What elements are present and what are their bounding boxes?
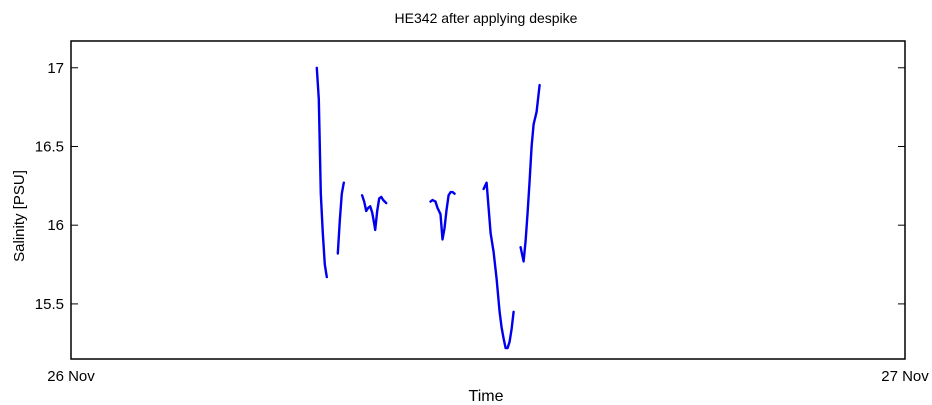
y-tick-label: 15.5 <box>35 296 64 313</box>
y-axis-label: Salinity [PSU] <box>11 170 28 262</box>
series-0-segment-0 <box>317 68 327 277</box>
x-axis-label: Time <box>469 388 504 405</box>
series-0-segment-3 <box>431 192 455 239</box>
x-tick-label: 27 Nov <box>881 368 929 385</box>
series-layer <box>317 68 540 348</box>
y-axis: 15.5 16 16.5 17 <box>35 60 905 313</box>
x-axis: 26 Nov 27 Nov <box>47 368 929 385</box>
series-0-segment-4 <box>484 183 514 348</box>
y-tick-label: 16 <box>47 217 64 234</box>
series-0-segment-5 <box>521 85 540 261</box>
y-tick-label: 16.5 <box>35 138 64 155</box>
y-tick-label: 17 <box>47 60 64 77</box>
chart-title: HE342 after applying despike <box>395 10 578 26</box>
x-tick-label: 26 Nov <box>47 368 95 385</box>
series-0-segment-1 <box>338 183 344 254</box>
series-0-segment-2 <box>362 195 386 230</box>
